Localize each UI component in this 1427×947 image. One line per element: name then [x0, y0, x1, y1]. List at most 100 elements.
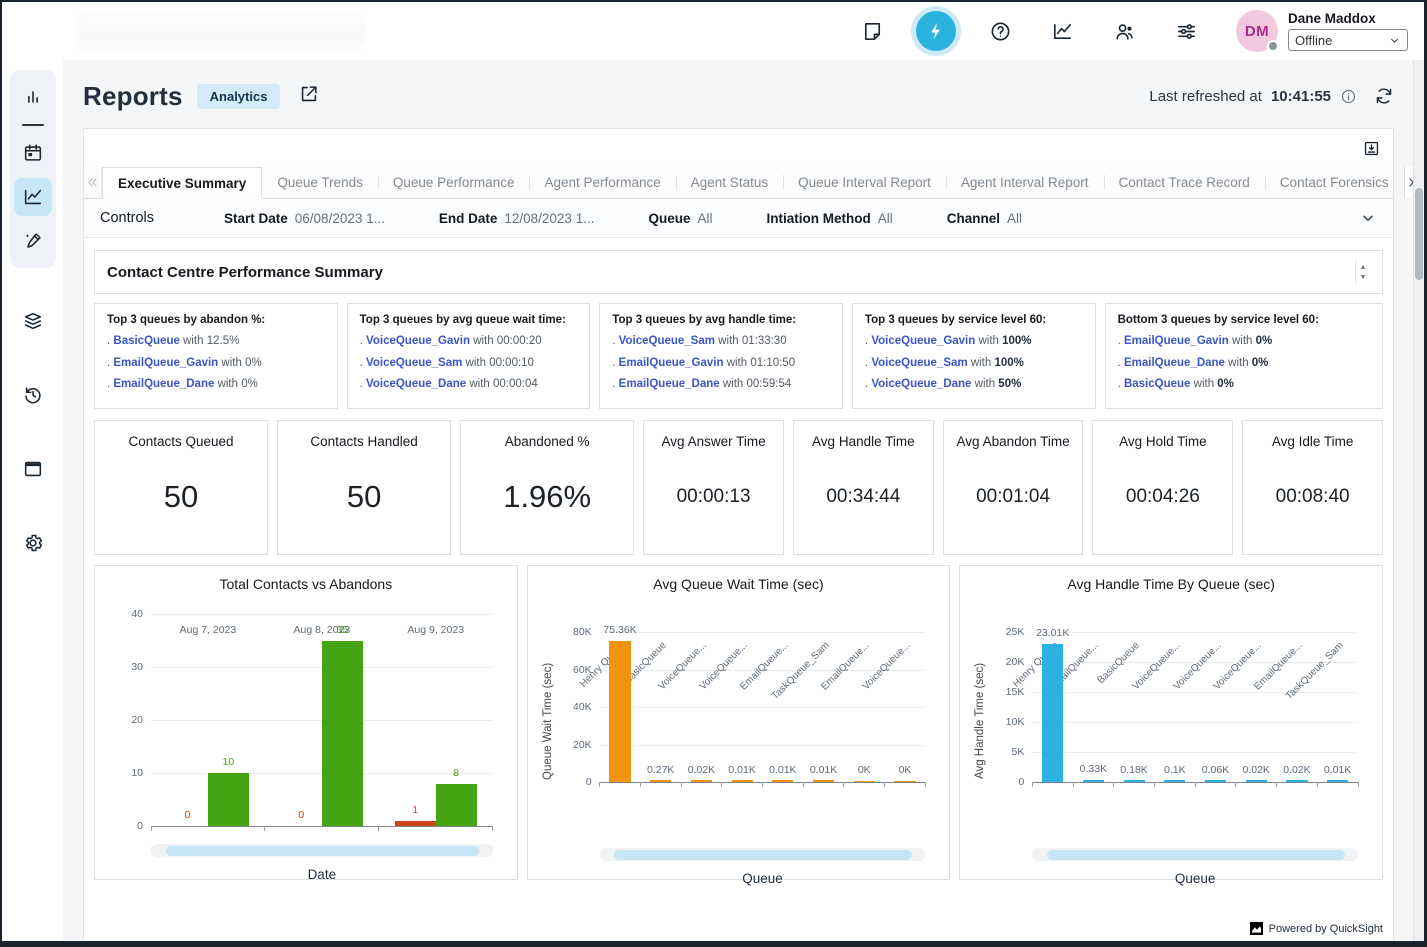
hamburger-menu-button[interactable] — [18, 14, 52, 48]
queue-link-emailqueue-gavin[interactable]: EmailQueue_Gavin — [1124, 335, 1229, 347]
filter-value: 06/08/2023 1... — [295, 211, 385, 226]
bar-henry-queue[interactable] — [609, 641, 630, 782]
gridline — [600, 745, 926, 746]
refresh-info-button[interactable] — [1340, 88, 1357, 105]
y-tick-label: 40 — [131, 608, 143, 620]
bar-voicequeue[interactable] — [894, 781, 915, 783]
bar-voicequeue[interactable] — [1164, 780, 1185, 782]
queue-link-voicequeue-sam[interactable]: VoiceQueue_Sam — [366, 357, 462, 369]
chart-plot: 05K10K15K20K25KHenry QueueEmailQueue...B… — [1032, 632, 1358, 782]
bar-voicequeue[interactable] — [1205, 780, 1226, 782]
bar-aug-9-2023-abandons[interactable] — [395, 821, 436, 826]
queue-link-basicqueue[interactable]: BasicQueue — [113, 335, 179, 347]
summary-scroll-spinner[interactable]: ▲▼ — [1355, 259, 1370, 285]
x-category-label: Aug 7, 2023 — [151, 624, 265, 636]
controls-collapse-button[interactable] — [1359, 209, 1377, 227]
tab-agent-status[interactable]: Agent Status — [676, 167, 783, 198]
filter-label: Start Date — [224, 211, 288, 226]
top-bar-actions: DM Dane Maddox Offline — [854, 10, 1408, 52]
chart-scrollbar-thumb[interactable] — [614, 850, 912, 860]
queue-link-voicequeue-dane[interactable]: VoiceQueue_Dane — [366, 378, 466, 390]
filter-queue[interactable]: QueueAll — [648, 211, 712, 226]
filter-start-date[interactable]: Start Date 06/08/2023 1... — [224, 211, 385, 226]
connector: with — [1229, 335, 1256, 347]
tabs-scroll-left-button[interactable] — [84, 167, 102, 198]
avatar[interactable]: DM — [1236, 10, 1278, 52]
chart-scrollbar[interactable] — [600, 848, 926, 861]
queue-link-voicequeue-gavin[interactable]: VoiceQueue_Gavin — [366, 335, 470, 347]
agents-button[interactable] — [1106, 13, 1142, 49]
bar-voicequeue[interactable] — [1246, 780, 1267, 782]
queue-link-voicequeue-sam[interactable]: VoiceQueue_Sam — [871, 357, 967, 369]
report-tab-bar: Executive SummaryQueue TrendsQueue Perfo… — [84, 167, 1393, 199]
queue-link-emailqueue-gavin[interactable]: EmailQueue_Gavin — [113, 357, 218, 369]
help-button[interactable] — [982, 13, 1018, 49]
filter-end-date[interactable]: End Date12/08/2023 1... — [439, 211, 595, 226]
bar-aug-8-2023-total-contacts[interactable] — [322, 641, 363, 827]
x-category-label: TaskQueue_Sam — [746, 640, 832, 726]
note-button[interactable] — [854, 13, 890, 49]
sidebar-item-line-chart[interactable] — [14, 178, 52, 216]
sidebar-item-brush[interactable] — [14, 222, 52, 260]
x-tick — [640, 782, 641, 787]
open-in-new-window-button[interactable] — [298, 83, 320, 110]
tab-agent-performance[interactable]: Agent Performance — [529, 167, 675, 198]
line-chart-button[interactable] — [1044, 13, 1080, 49]
summary-panel-item: . VoiceQueue_Sam with 100% — [865, 355, 1083, 372]
queue-link-voicequeue-gavin[interactable]: VoiceQueue_Gavin — [871, 335, 975, 347]
queue-link-emailqueue-dane[interactable]: EmailQueue_Dane — [619, 378, 720, 390]
flash-button[interactable] — [916, 11, 956, 51]
chart-scrollbar-thumb[interactable] — [166, 846, 479, 856]
sidebar-item-gear[interactable] — [14, 524, 52, 562]
summary-panel-item: . VoiceQueue_Sam with 00:00:10 — [360, 355, 578, 372]
sliders-button[interactable] — [1168, 13, 1204, 49]
bar-emailqueue[interactable] — [1083, 780, 1104, 782]
sidebar-item-layers[interactable] — [14, 302, 52, 340]
bar-emailqueue[interactable] — [1286, 780, 1307, 782]
bar-taskqueue-sam[interactable] — [1327, 780, 1348, 782]
tab-contact-trace-record[interactable]: Contact Trace Record — [1104, 167, 1265, 198]
summary-panel-item: . EmailQueue_Dane with 00:59:54 — [612, 376, 830, 393]
chart-scrollbar-thumb[interactable] — [1047, 850, 1345, 860]
bar-emailqueue[interactable] — [854, 781, 875, 783]
summary-panel-item: . EmailQueue_Dane with 0% — [1118, 355, 1370, 372]
tab-contact-forensics[interactable]: Contact Forensics — [1265, 167, 1404, 198]
bar-basicqueue[interactable] — [1124, 780, 1145, 782]
chart-scrollbar[interactable] — [151, 844, 493, 857]
sidebar-item-history[interactable] — [14, 376, 52, 414]
tab-queue-trends[interactable]: Queue Trends — [262, 167, 378, 198]
sidebar-item-bar-chart[interactable] — [14, 78, 52, 116]
connector: with — [715, 335, 742, 347]
sidebar-item-calendar[interactable] — [14, 134, 52, 172]
queue-link-voicequeue-dane[interactable]: VoiceQueue_Dane — [871, 378, 971, 390]
chart-scrollbar[interactable] — [1032, 848, 1358, 861]
bar-henry-queue[interactable] — [1042, 644, 1063, 782]
page-scrollbar[interactable] — [1413, 60, 1424, 941]
queue-link-emailqueue-dane[interactable]: EmailQueue_Dane — [1124, 357, 1225, 369]
sidebar-item-window[interactable] — [14, 450, 52, 488]
bar-basicqueue[interactable] — [650, 780, 671, 782]
export-download-button[interactable] — [1362, 139, 1381, 158]
tab-executive-summary[interactable]: Executive Summary — [102, 167, 262, 199]
queue-link-emailqueue-dane[interactable]: EmailQueue_Dane — [113, 378, 214, 390]
status-select[interactable]: Offline — [1288, 29, 1408, 51]
queue-link-emailqueue-gavin[interactable]: EmailQueue_Gavin — [619, 357, 724, 369]
page-scrollbar-thumb[interactable] — [1415, 188, 1423, 280]
filter-channel[interactable]: ChannelAll — [947, 211, 1022, 226]
bar-aug-9-2023-total-contacts[interactable] — [436, 784, 477, 826]
tab-queue-interval-report[interactable]: Queue Interval Report — [783, 167, 946, 198]
filter-intiation-method[interactable]: Intiation MethodAll — [766, 211, 892, 226]
queue-link-voicequeue-sam[interactable]: VoiceQueue_Sam — [619, 335, 715, 347]
queue-link-basicqueue[interactable]: BasicQueue — [1124, 378, 1190, 390]
tab-queue-performance[interactable]: Queue Performance — [378, 167, 530, 198]
tab-agent-interval-report[interactable]: Agent Interval Report — [946, 167, 1104, 198]
x-tick — [1113, 782, 1114, 787]
bar-emailqueue[interactable] — [772, 780, 793, 782]
bar-taskqueue-sam[interactable] — [813, 780, 834, 782]
bar-aug-7-2023-total-contacts[interactable] — [208, 773, 249, 826]
x-axis-title: Queue — [600, 871, 926, 886]
bar-voicequeue[interactable] — [732, 780, 753, 782]
refresh-button[interactable] — [1374, 86, 1394, 106]
analytics-badge: Analytics — [197, 84, 281, 109]
bar-voicequeue[interactable] — [691, 780, 712, 782]
